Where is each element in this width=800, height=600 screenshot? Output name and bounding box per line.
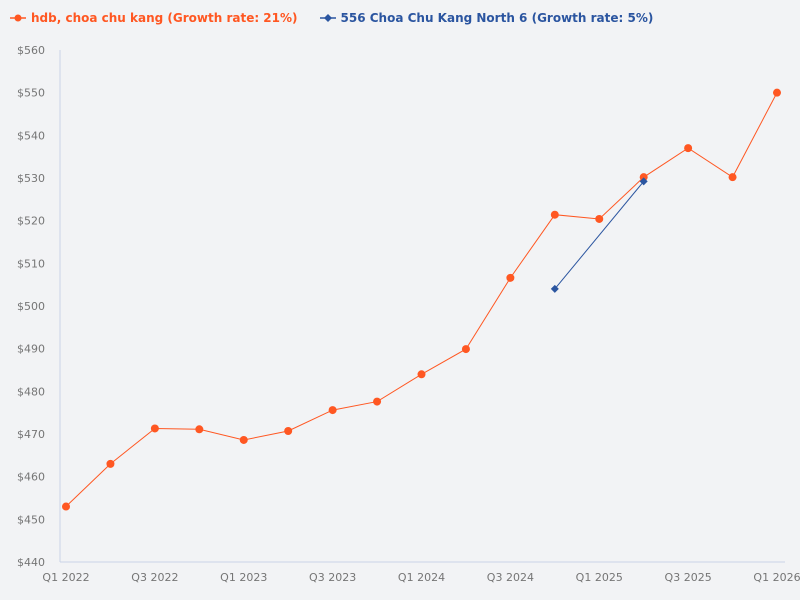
data-point-marker[interactable] (373, 397, 382, 406)
x-tick-label: Q3 2023 (309, 571, 356, 584)
y-tick-label: $530 (17, 172, 45, 185)
chart-legend: hdb, choa chu kang (Growth rate: 21%) 55… (10, 8, 653, 28)
series-line (554, 181, 645, 290)
x-tick-label: Q1 2023 (220, 571, 267, 584)
data-point-marker[interactable] (417, 370, 426, 379)
data-point-marker[interactable] (639, 173, 648, 182)
data-point-marker[interactable] (150, 424, 159, 433)
x-tick-label: Q3 2022 (131, 571, 178, 584)
data-point-marker[interactable] (506, 273, 515, 282)
series-line (65, 92, 778, 507)
y-tick-label: $460 (17, 471, 45, 484)
data-point-marker[interactable] (328, 406, 337, 415)
legend-item-hdb-choa-chu-kang[interactable]: hdb, choa chu kang (Growth rate: 21%) (10, 11, 298, 25)
data-point-marker[interactable] (684, 144, 693, 153)
y-tick-label: $480 (17, 385, 45, 398)
diamond-marker-icon (319, 14, 336, 22)
legend-label: 556 Choa Chu Kang North 6 (Growth rate: … (340, 11, 654, 25)
x-tick-label: Q1 2024 (398, 571, 445, 584)
y-tick-label: $540 (17, 129, 45, 142)
y-tick-label: $490 (17, 343, 45, 356)
y-axis: $440 $450 $460 $470 $480 $490 $500 $510 $520 $530… (17, 44, 61, 569)
data-point-marker[interactable] (239, 435, 248, 444)
legend-item-556-choa-chu-kang-north-6[interactable]: 556 Choa Chu Kang North 6 (Growth rate: … (319, 11, 654, 25)
x-tick-label: Q1 2025 (576, 571, 623, 584)
x-axis: Q1 2022 Q3 2022 Q1 2023 Q3 2023 Q1 2024 Q3 20… (42, 561, 800, 584)
x-tick-label: Q3 2024 (487, 571, 534, 584)
y-tick-label: $550 (17, 87, 45, 100)
data-point-marker[interactable] (62, 502, 70, 511)
y-tick-label: $470 (17, 428, 45, 441)
x-tick-label: Q3 2025 (665, 571, 712, 584)
data-point-marker[interactable] (728, 173, 737, 182)
data-point-marker[interactable] (639, 177, 648, 186)
y-tick-label: $560 (17, 44, 45, 57)
data-point-marker[interactable] (773, 88, 781, 97)
data-point-marker[interactable] (461, 345, 470, 354)
data-point-marker[interactable] (550, 210, 559, 219)
circle-marker-icon (10, 14, 26, 22)
y-tick-label: $440 (17, 556, 45, 569)
series-layer (62, 88, 781, 511)
legend-label: hdb, choa chu kang (Growth rate: 21%) (31, 11, 298, 25)
y-tick-label: $450 (17, 513, 45, 526)
y-tick-label: $520 (17, 215, 45, 228)
x-tick-label: Q1 2022 (42, 571, 89, 584)
data-point-marker[interactable] (106, 459, 115, 468)
y-tick-label: $500 (17, 300, 45, 313)
data-point-marker[interactable] (595, 214, 604, 223)
data-point-marker[interactable] (195, 425, 204, 434)
y-tick-label: $510 (17, 257, 45, 270)
data-point-marker[interactable] (550, 284, 559, 293)
x-tick-label: Q1 2026 (753, 571, 800, 584)
data-point-marker[interactable] (284, 427, 293, 436)
